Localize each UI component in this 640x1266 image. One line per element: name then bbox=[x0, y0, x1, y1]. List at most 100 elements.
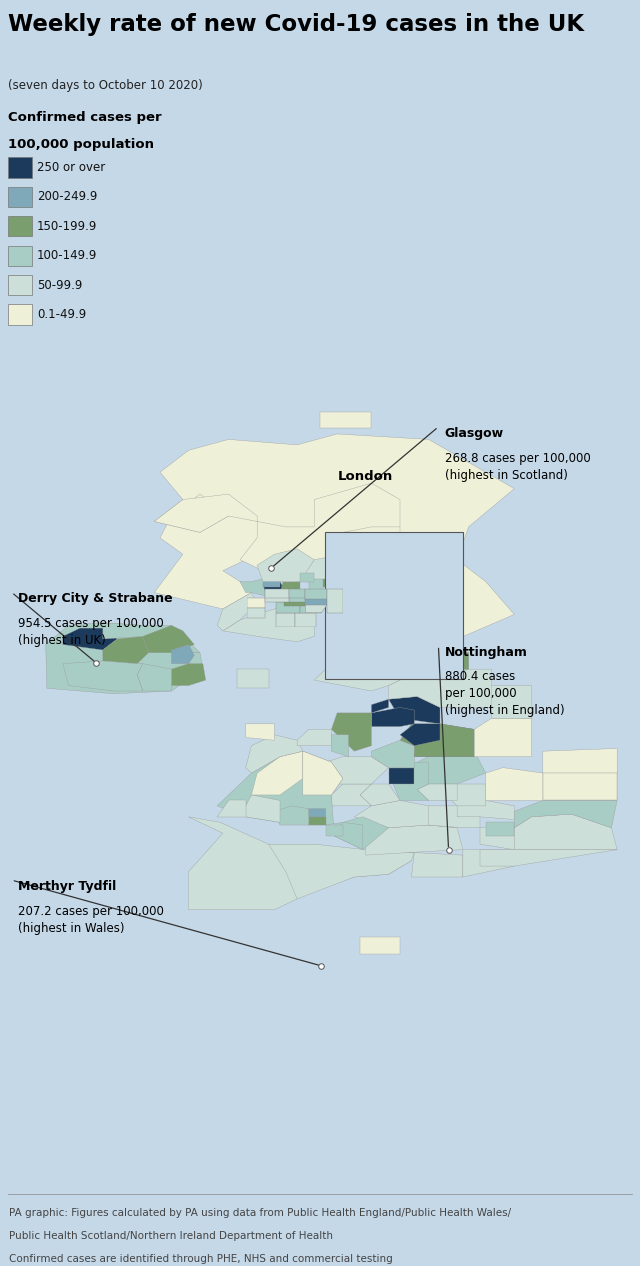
Polygon shape bbox=[305, 589, 327, 599]
Polygon shape bbox=[257, 548, 314, 581]
Polygon shape bbox=[326, 757, 388, 784]
Text: (seven days to October 10 2020): (seven days to October 10 2020) bbox=[8, 78, 202, 92]
Polygon shape bbox=[247, 609, 265, 618]
Text: London: London bbox=[337, 470, 392, 482]
Polygon shape bbox=[543, 774, 617, 800]
Polygon shape bbox=[314, 653, 412, 691]
Text: Confirmed cases per: Confirmed cases per bbox=[8, 110, 161, 124]
Bar bbox=[8, 216, 32, 237]
Polygon shape bbox=[371, 620, 440, 658]
Text: Merthyr Tydfil: Merthyr Tydfil bbox=[18, 880, 116, 893]
Polygon shape bbox=[457, 800, 515, 819]
Polygon shape bbox=[474, 686, 531, 718]
Polygon shape bbox=[265, 589, 289, 598]
Polygon shape bbox=[480, 849, 617, 866]
Polygon shape bbox=[246, 734, 303, 774]
Bar bbox=[8, 246, 32, 266]
Polygon shape bbox=[263, 579, 280, 587]
Polygon shape bbox=[305, 596, 327, 605]
Polygon shape bbox=[326, 825, 343, 836]
Polygon shape bbox=[515, 814, 617, 849]
Polygon shape bbox=[371, 708, 414, 727]
Polygon shape bbox=[189, 817, 412, 910]
Polygon shape bbox=[543, 774, 617, 800]
Polygon shape bbox=[320, 411, 371, 428]
Text: 0.1-49.9: 0.1-49.9 bbox=[37, 308, 86, 322]
Polygon shape bbox=[417, 751, 486, 784]
Polygon shape bbox=[417, 784, 457, 800]
Polygon shape bbox=[343, 527, 400, 555]
Polygon shape bbox=[371, 555, 400, 565]
Polygon shape bbox=[543, 748, 617, 774]
Polygon shape bbox=[280, 581, 300, 592]
Polygon shape bbox=[308, 579, 323, 590]
Polygon shape bbox=[365, 825, 463, 855]
Text: Derry City & Strabane: Derry City & Strabane bbox=[18, 592, 173, 605]
Text: 100,000 population: 100,000 population bbox=[8, 138, 154, 151]
Polygon shape bbox=[297, 729, 332, 746]
Text: 100-149.9: 100-149.9 bbox=[37, 249, 97, 262]
Polygon shape bbox=[371, 699, 388, 713]
Polygon shape bbox=[332, 565, 371, 581]
Polygon shape bbox=[297, 555, 371, 581]
Text: Public Health Scotland/Northern Ireland Department of Health: Public Health Scotland/Northern Ireland … bbox=[9, 1232, 333, 1242]
Polygon shape bbox=[217, 800, 246, 817]
Polygon shape bbox=[297, 581, 400, 609]
Polygon shape bbox=[252, 751, 303, 795]
Polygon shape bbox=[429, 806, 480, 828]
Polygon shape bbox=[265, 591, 289, 603]
Polygon shape bbox=[45, 623, 203, 694]
Polygon shape bbox=[276, 603, 300, 613]
Bar bbox=[8, 304, 32, 325]
Polygon shape bbox=[172, 644, 195, 663]
Polygon shape bbox=[480, 828, 515, 849]
Polygon shape bbox=[237, 670, 269, 689]
Polygon shape bbox=[417, 647, 468, 670]
Polygon shape bbox=[300, 603, 321, 613]
Text: 880.4 cases
per 100,000
(highest in England): 880.4 cases per 100,000 (highest in Engl… bbox=[445, 671, 564, 718]
Bar bbox=[8, 275, 32, 295]
Polygon shape bbox=[284, 599, 305, 606]
Polygon shape bbox=[240, 576, 285, 598]
Polygon shape bbox=[355, 800, 457, 828]
Polygon shape bbox=[269, 844, 414, 899]
Text: 250 or over: 250 or over bbox=[37, 161, 106, 173]
Polygon shape bbox=[365, 849, 463, 877]
Polygon shape bbox=[332, 734, 349, 757]
Polygon shape bbox=[327, 589, 343, 613]
Polygon shape bbox=[303, 751, 343, 795]
Polygon shape bbox=[334, 823, 363, 849]
Polygon shape bbox=[223, 604, 314, 642]
Polygon shape bbox=[154, 484, 400, 581]
Polygon shape bbox=[332, 784, 371, 806]
Text: 207.2 cases per 100,000
(highest in Wales): 207.2 cases per 100,000 (highest in Wale… bbox=[18, 905, 164, 936]
Text: 50-99.9: 50-99.9 bbox=[37, 279, 83, 291]
Polygon shape bbox=[143, 625, 195, 653]
Polygon shape bbox=[103, 637, 148, 663]
Text: 150-199.9: 150-199.9 bbox=[37, 220, 97, 233]
Polygon shape bbox=[515, 800, 617, 828]
Polygon shape bbox=[247, 598, 265, 609]
Text: Glasgow: Glasgow bbox=[445, 427, 504, 439]
FancyBboxPatch shape bbox=[325, 532, 463, 680]
Bar bbox=[8, 157, 32, 177]
Polygon shape bbox=[360, 784, 400, 806]
Polygon shape bbox=[217, 751, 388, 849]
Text: Weekly rate of new Covid-19 cases in the UK: Weekly rate of new Covid-19 cases in the… bbox=[8, 13, 584, 35]
Polygon shape bbox=[172, 663, 205, 686]
Polygon shape bbox=[371, 741, 414, 767]
Text: Confirmed cases are identified through PHE, NHS and commercial testing: Confirmed cases are identified through P… bbox=[9, 1255, 393, 1265]
Polygon shape bbox=[308, 809, 326, 819]
Text: 954.5 cases per 100,000
(highest in UK): 954.5 cases per 100,000 (highest in UK) bbox=[18, 618, 164, 647]
Polygon shape bbox=[400, 724, 440, 746]
Text: Nottingham: Nottingham bbox=[445, 646, 527, 658]
Polygon shape bbox=[276, 613, 295, 627]
Polygon shape bbox=[103, 623, 200, 653]
Polygon shape bbox=[388, 762, 429, 800]
Polygon shape bbox=[63, 628, 117, 649]
Polygon shape bbox=[388, 767, 414, 784]
Polygon shape bbox=[263, 581, 283, 592]
Polygon shape bbox=[332, 713, 371, 751]
Polygon shape bbox=[486, 767, 543, 800]
Polygon shape bbox=[289, 591, 311, 603]
